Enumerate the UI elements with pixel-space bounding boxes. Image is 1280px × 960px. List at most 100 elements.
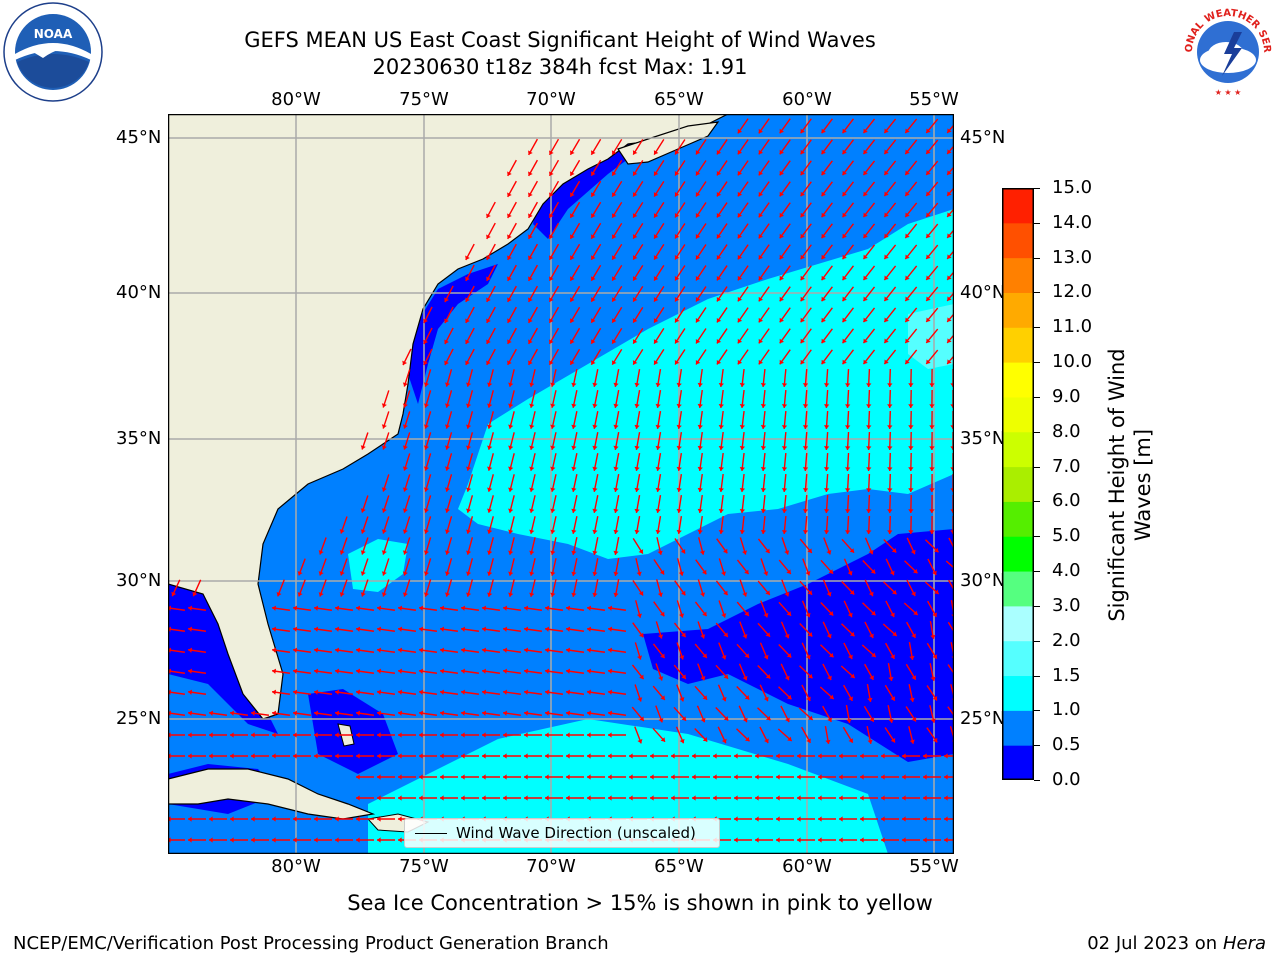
colorbar-tick-mark xyxy=(1034,188,1040,189)
land-north-america xyxy=(168,114,729,720)
map-frame xyxy=(167,113,955,855)
wave-direction-arrowhead xyxy=(884,275,889,281)
wave-direction-arrowhead xyxy=(590,360,596,365)
wave-direction-arrowhead xyxy=(570,192,575,197)
wave-direction-arrowhead xyxy=(566,626,571,632)
wave-direction-arrowhead xyxy=(929,530,935,534)
wave-direction-arrowhead xyxy=(818,837,822,843)
wave-direction-arrowhead xyxy=(360,592,366,597)
wave-direction-arrowhead xyxy=(765,632,771,637)
colorbar-tick-mark xyxy=(1034,466,1040,468)
colorbar-swatch xyxy=(1002,501,1034,537)
wave-direction-arrowhead xyxy=(676,487,682,492)
run-date: 02 Jul 2023 on Hera xyxy=(1087,933,1266,954)
wave-direction-arrowhead xyxy=(524,605,529,611)
wave-direction-arrowhead xyxy=(168,753,171,759)
colorbar-tick-mark xyxy=(1034,327,1040,329)
wave-direction-arrowhead xyxy=(381,445,387,450)
wave-direction-arrowhead xyxy=(402,571,408,576)
wave-direction-arrowhead xyxy=(947,212,952,217)
wave-direction-arrowhead xyxy=(716,338,722,344)
wave-direction-arrowhead xyxy=(821,128,826,134)
wave-direction-arrowhead xyxy=(863,149,868,155)
wave-direction-arrowhead xyxy=(653,276,659,281)
wave-direction-arrowhead xyxy=(611,234,617,239)
wave-direction-arrowhead xyxy=(171,591,177,597)
wave-direction-arrowhead xyxy=(887,488,893,492)
wave-direction-arrowhead xyxy=(507,255,512,260)
wave-direction-arrowhead xyxy=(821,359,826,365)
wave-direction-arrowhead xyxy=(849,548,855,553)
wave-direction-arrowhead xyxy=(611,318,617,323)
wave-direction-arrowhead xyxy=(742,550,748,555)
wave-direction-arrowhead xyxy=(863,359,868,365)
wave-direction-arrowhead xyxy=(776,774,780,780)
wave-direction-arrowhead xyxy=(529,592,535,597)
wave-direction-arrowhead xyxy=(587,605,592,611)
wave-direction-arrowhead xyxy=(529,445,535,450)
wave-direction-arrowhead xyxy=(461,626,466,632)
wave-direction-arrowhead xyxy=(734,837,738,843)
wave-direction-arrowhead xyxy=(888,676,894,681)
wave-direction-arrowhead xyxy=(681,632,686,638)
wave-direction-arrowhead xyxy=(808,715,813,721)
wave-direction-arrowhead xyxy=(440,710,445,716)
wave-direction-arrowhead xyxy=(335,732,339,738)
wave-direction-arrowhead xyxy=(655,445,661,450)
wave-direction-arrowhead xyxy=(697,529,703,534)
wave-direction-arrowhead xyxy=(613,508,619,513)
wave-direction-arrowhead xyxy=(721,613,727,618)
wave-direction-arrowhead xyxy=(702,569,707,575)
wave-direction-arrowhead xyxy=(398,837,402,843)
wave-direction-arrowhead xyxy=(929,488,935,492)
wave-direction-arrowhead xyxy=(466,382,472,387)
wave-direction-arrowhead xyxy=(739,404,746,408)
wave-direction-arrowhead xyxy=(251,753,255,759)
wave-direction-arrowhead xyxy=(763,696,769,702)
wave-direction-arrowhead xyxy=(466,529,472,534)
wave-direction-arrowhead xyxy=(829,652,834,658)
wave-direction-arrowhead xyxy=(929,509,935,513)
wave-direction-arrowhead xyxy=(653,255,659,260)
wave-direction-arrowhead xyxy=(763,654,769,660)
wave-direction-arrowhead xyxy=(634,487,640,492)
wave-direction-arrowhead xyxy=(671,774,675,780)
wave-direction-arrowhead xyxy=(487,445,493,450)
wave-direction-arrowhead xyxy=(823,467,830,471)
wave-direction-arrowhead xyxy=(926,359,931,364)
wave-direction-arrowhead xyxy=(529,550,535,555)
wave-direction-arrowhead xyxy=(944,795,948,801)
wave-direction-arrowhead xyxy=(482,795,486,801)
wave-direction-arrowhead xyxy=(821,317,826,323)
wave-direction-arrowhead xyxy=(423,571,429,576)
wave-direction-arrowhead xyxy=(592,424,598,429)
wave-direction-arrowhead xyxy=(653,213,659,218)
wave-direction-arrowhead xyxy=(680,548,686,554)
colorbar-tick-label: 2.0 xyxy=(1052,629,1081,651)
wave-direction-arrowhead xyxy=(821,191,826,197)
wave-direction-arrowhead xyxy=(168,732,171,738)
wave-direction-arrowhead xyxy=(845,446,851,450)
wave-direction-arrowhead xyxy=(863,275,868,281)
wave-direction-arrowhead xyxy=(702,695,708,700)
wave-direction-arrowhead xyxy=(944,837,948,843)
colorbar-swatch xyxy=(1002,431,1034,468)
wave-direction-arrowhead xyxy=(755,774,759,780)
wave-direction-arrowhead xyxy=(423,382,429,387)
wave-direction-arrowhead xyxy=(884,233,889,239)
wave-direction-arrowhead xyxy=(763,613,769,618)
wave-direction-arrowhead xyxy=(807,590,813,595)
lon-label-bottom: 75°W xyxy=(399,856,449,877)
wave-direction-arrowhead xyxy=(571,592,577,597)
colorbar-tick-mark xyxy=(1034,222,1040,224)
wave-direction-arrowhead xyxy=(905,338,910,344)
wave-direction-arrowhead xyxy=(674,318,680,323)
wave-direction-arrowhead xyxy=(737,233,743,239)
graticule xyxy=(168,114,954,854)
wave-direction-arrowhead xyxy=(842,149,847,155)
lat-label-left: 45°N xyxy=(116,127,162,148)
wave-direction-arrowhead xyxy=(550,550,556,555)
wave-direction-arrowhead xyxy=(699,550,705,555)
wave-direction-arrowhead xyxy=(866,446,872,450)
wave-direction-arrowhead xyxy=(842,233,847,239)
